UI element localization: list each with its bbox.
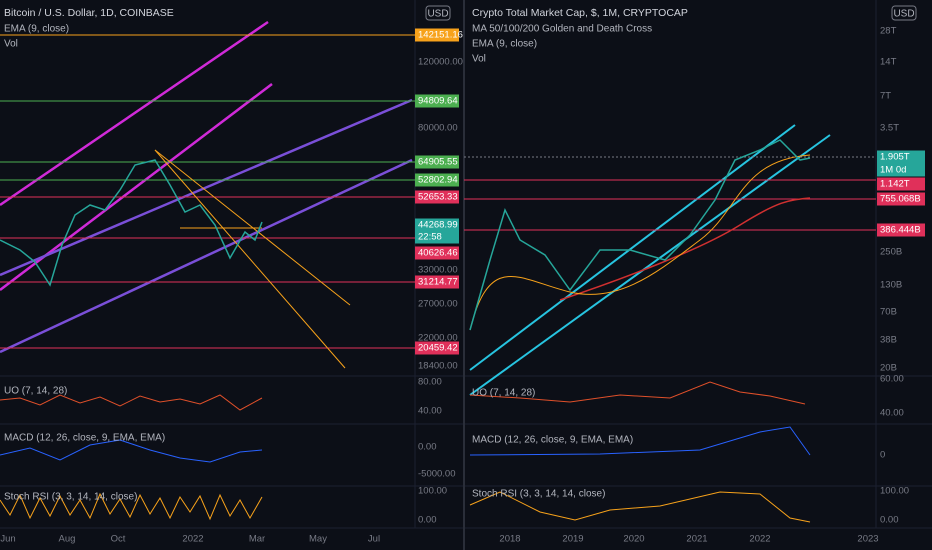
labels: Bitcoin / U.S. Dollar, 1D, COINBASE EMA (… [0, 5, 925, 545]
price-label: 20459.42 [418, 343, 458, 354]
price-label-bg [877, 223, 925, 237]
oscillator-tick: 0 [880, 450, 885, 461]
time-tick: 2020 [623, 534, 644, 545]
price-label-bg [415, 230, 459, 244]
price-tick: 27000.00 [418, 299, 458, 310]
left-drawings [0, 20, 415, 521]
price-label: 52653.33 [418, 192, 458, 203]
price-label-bg [415, 341, 459, 355]
price-label-bg [415, 275, 459, 289]
time-tick: Mar [249, 534, 265, 545]
price-tick: 250B [880, 247, 902, 258]
oscillator-tick: 100.00 [418, 486, 447, 497]
right-drawings [464, 124, 876, 523]
price-tick: 7T [880, 91, 891, 102]
time-tick: Aug [59, 534, 76, 545]
price-label-bg [877, 192, 925, 206]
indicator-label: Vol [4, 39, 18, 50]
oscillator-label: UO (7, 14, 28) [472, 388, 535, 399]
price-tick: 70B [880, 307, 897, 318]
price-label: 386.444B [880, 225, 921, 236]
price-label: 52802.94 [418, 175, 458, 186]
time-tick: 2022 [749, 534, 770, 545]
price-tick: 33000.00 [418, 265, 458, 276]
price-tick: 20B [880, 363, 897, 374]
price-label-bg [415, 190, 459, 204]
price-label: 94809.64 [418, 96, 458, 107]
price-label: 40626.46 [418, 248, 458, 259]
price-tick: 14T [880, 57, 897, 68]
indicator-label: Vol [472, 54, 486, 65]
time-tick: Oct [111, 534, 126, 545]
price-label: 142151.16 [418, 30, 463, 41]
price-label-bg [877, 150, 925, 164]
price-tick: 80000.00 [418, 123, 458, 134]
price-label-bg [415, 218, 459, 232]
currency-badge [891, 5, 917, 21]
currency-badge [425, 5, 451, 21]
price-label: 22:58 [418, 232, 442, 243]
indicator-label: EMA (9, close) [4, 24, 69, 35]
time-tick: Jun [0, 534, 15, 545]
price-label: 31214.77 [418, 277, 458, 288]
pane-title: Crypto Total Market Cap, $, 1M, CRYPTOCA… [472, 7, 688, 19]
price-label: 44268.99 [418, 220, 458, 231]
indicator-label: EMA (9, close) [472, 39, 537, 50]
oscillator-label: MACD (12, 26, close, 9, EMA, EMA) [4, 433, 165, 444]
oscillator-tick: -5000.00 [418, 469, 456, 480]
price-label-bg [877, 163, 925, 177]
time-tick: 2018 [499, 534, 520, 545]
oscillator-label: Stoch RSI (3, 3, 14, 14, close) [4, 492, 137, 503]
time-tick: 2022 [182, 534, 203, 545]
pane-title: Bitcoin / U.S. Dollar, 1D, COINBASE [4, 7, 174, 19]
price-tick: 22000.00 [418, 333, 458, 344]
oscillator-tick: 40.00 [880, 408, 904, 419]
price-tick: 38B [880, 335, 897, 346]
price-label: 64905.55 [418, 157, 458, 168]
oscillator-tick: 0.00 [880, 515, 899, 526]
price-label: 1.142T [880, 179, 910, 190]
oscillator-tick: 80.00 [418, 377, 442, 388]
price-label-bg [415, 155, 459, 169]
price-tick: 28T [880, 26, 897, 37]
price-tick: 120000.00 [418, 57, 463, 68]
oscillator-label: Stoch RSI (3, 3, 14, 14, close) [472, 489, 605, 500]
price-label-bg [415, 28, 459, 42]
oscillator-tick: 100.00 [880, 486, 909, 497]
currency: USD [427, 9, 448, 20]
oscillator-tick: 60.00 [880, 374, 904, 385]
price-tick: 130B [880, 280, 902, 291]
price-label: 1M 0d [880, 165, 906, 176]
indicator-label: MA 50/100/200 Golden and Death Cross [472, 24, 652, 35]
time-tick: 2021 [686, 534, 707, 545]
oscillator-label: MACD (12, 26, close, 9, EMA, EMA) [472, 435, 633, 446]
price-label: 755.068B [880, 194, 921, 205]
oscillator-tick: 0.00 [418, 442, 437, 453]
price-label-bg [415, 246, 459, 260]
time-tick: 2019 [562, 534, 583, 545]
oscillator-label: UO (7, 14, 28) [4, 386, 67, 397]
time-tick: May [309, 534, 327, 545]
oscillator-tick: 0.00 [418, 515, 437, 526]
price-label-bg [415, 173, 459, 187]
time-tick: 2023 [857, 534, 878, 545]
currency: USD [893, 9, 914, 20]
time-tick: Jul [368, 534, 380, 545]
price-label: 1.905T [880, 152, 910, 163]
price-tick: 18400.00 [418, 361, 458, 372]
oscillator-tick: 40.00 [418, 406, 442, 417]
price-label-bg [877, 177, 925, 191]
price-label-bg [415, 94, 459, 108]
price-tick: 3.5T [880, 123, 899, 134]
